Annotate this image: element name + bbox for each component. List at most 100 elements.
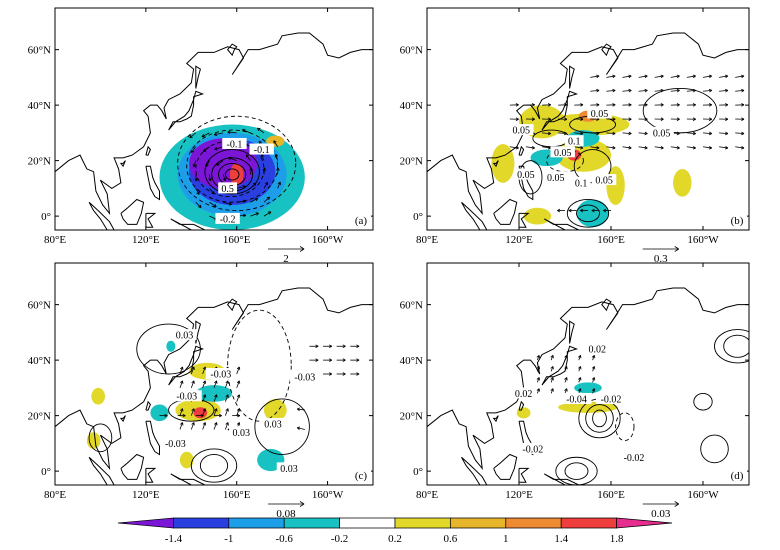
wind-vector [263,196,271,203]
wind-vector [686,103,696,107]
wind-vector [536,388,541,394]
colorbar-swatch [505,517,562,529]
wind-vector [323,358,333,362]
contour-label: 0.05 [649,126,674,139]
lon-tick-label: 160°W [312,234,344,246]
wind-vector [245,154,251,161]
wind-vector [525,103,535,107]
wind-vector [574,103,584,107]
contour-label: 0.5 [218,182,238,195]
wind-vector [550,366,554,372]
shading-patch [150,404,169,422]
svg-text:(d): (d) [731,470,744,482]
contour-label: -0.1 [222,137,247,150]
shading-patch [523,207,552,225]
wind-vector [541,145,552,150]
shading-patch [195,385,233,402]
contour-label: -0.02 [517,442,548,455]
coastline [168,345,205,386]
coastline [226,43,238,57]
coastline [145,165,160,201]
contour-label: 0.02 [511,387,536,400]
wind-vector [719,145,729,150]
wind-vector [702,103,713,107]
wind-vector [159,413,168,418]
lon-tick-label: 80°E [44,489,66,501]
lon-tick-label: 120°E [505,489,533,501]
wind-vector [574,131,584,136]
svg-text:-0.03: -0.03 [176,392,197,403]
wind-vector [735,74,745,79]
contour-label: -0.03 [205,368,236,381]
wind-vector [192,160,197,168]
contour-label: 0.02 [585,343,610,356]
wind-vector [222,174,227,182]
svg-text:-0.2: -0.2 [220,214,236,225]
wind-vector [719,131,729,136]
wind-vector [702,131,713,136]
colorbar-swatch [616,517,673,529]
colorbar-swatch [560,517,617,529]
wind-vector [205,160,210,168]
wind-vector [541,131,552,136]
wind-vector [590,88,600,93]
lon-tick-label: 160°W [687,489,719,501]
wind-vector [227,130,237,134]
wind-vector [202,408,207,416]
wind-vector [622,145,632,150]
contour-line [177,115,297,212]
coastline [119,160,126,168]
panel-label: (d) [727,467,747,482]
wind-vector [232,413,241,418]
contour-line [199,454,229,478]
wind-vector [578,366,582,372]
wind-vector [224,394,229,402]
wind-vector [622,88,632,93]
coastline [145,400,151,411]
wind-vector [590,74,600,79]
contour-line [693,392,713,411]
coastline [569,65,575,89]
wind-vector [509,117,519,121]
colorbar-tick-label: 0.2 [388,533,402,545]
colorbar-tick-label: 0.6 [444,533,458,545]
svg-text:(c): (c) [355,470,368,482]
coastline [145,420,160,456]
wind-vector [222,201,233,206]
lat-tick-label: 20°N [400,156,423,168]
svg-text:-0.02: -0.02 [624,453,645,464]
wind-vector [177,413,186,418]
wind-vector [190,408,195,416]
svg-text:0.03: 0.03 [264,419,282,430]
svg-text:0.05: 0.05 [513,126,531,137]
svg-text:-0.04: -0.04 [566,394,587,405]
wind-vector [622,74,632,79]
shading-patch [491,143,515,183]
coastline [544,218,588,230]
wind-vector [214,413,222,418]
wind-vector [590,103,600,107]
wind-vector [622,103,632,107]
contour-line [136,323,201,375]
wind-vector [296,426,305,431]
wind-vector [622,117,632,121]
coastline [168,90,205,131]
contour-label: -0.02 [596,392,626,405]
coastline [569,320,575,344]
coastline [493,198,518,225]
panel-label: (c) [351,467,371,482]
wind-vector [224,380,229,389]
coastline [170,473,214,485]
svg-text:-0.1: -0.1 [227,139,243,150]
lon-tick-label: 160°W [312,489,344,501]
contour-label: 0.1 [571,176,591,189]
wind-vector [213,132,224,136]
svg-text:0.03: 0.03 [280,464,298,475]
wind-vector [525,117,535,121]
wind-vector [558,103,568,107]
coastline [518,145,525,156]
reference-vector-label: 2 [283,253,289,265]
wind-vector [719,117,729,121]
lon-tick-label: 80°E [416,234,438,246]
wind-vector [591,388,596,394]
